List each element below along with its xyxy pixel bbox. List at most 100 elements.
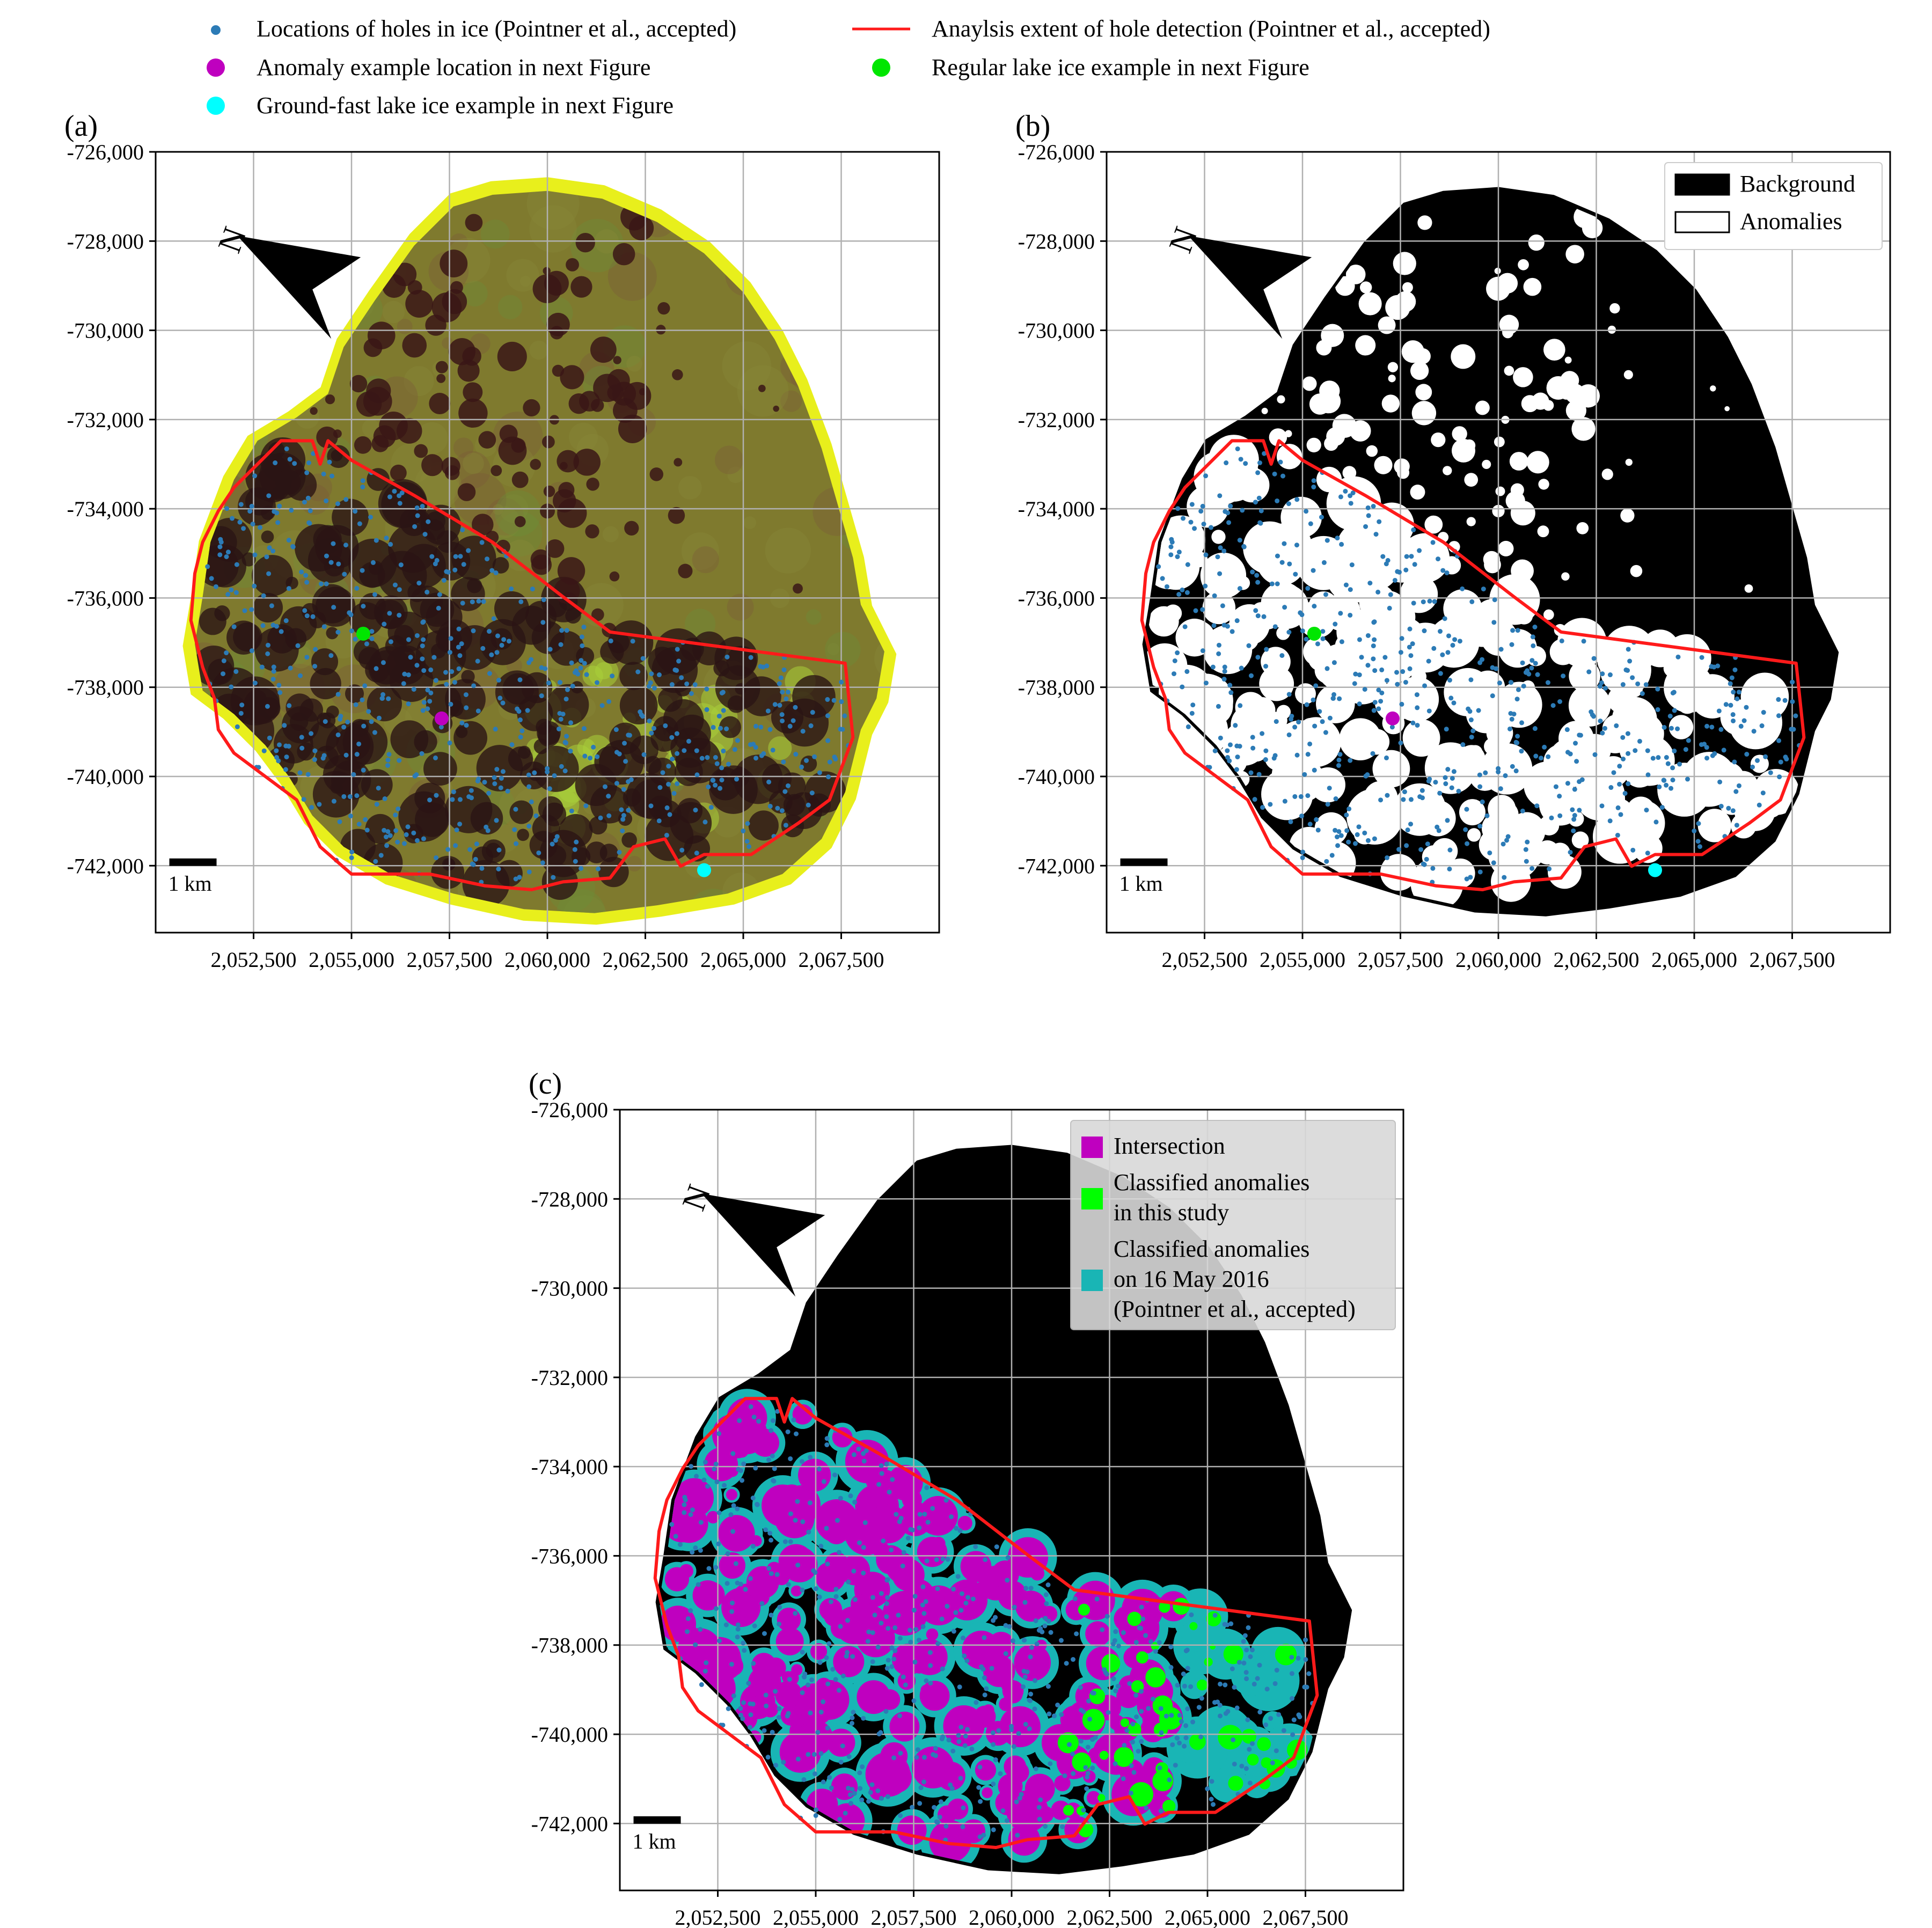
hole-point xyxy=(1633,748,1638,753)
ground-fast-ice-point xyxy=(697,863,711,877)
hole-point xyxy=(1058,1638,1064,1643)
hole-point xyxy=(283,743,289,749)
hole-point xyxy=(657,785,663,790)
hole-point xyxy=(1072,1596,1078,1601)
hole-point xyxy=(730,1529,736,1534)
hole-point xyxy=(716,1431,722,1436)
hole-point xyxy=(1531,643,1536,648)
anomaly-blob xyxy=(1431,838,1458,864)
hole-point xyxy=(1036,1805,1042,1810)
hole-point xyxy=(595,754,600,759)
hole-point xyxy=(1262,451,1267,456)
hole-point xyxy=(694,1474,699,1479)
hole-point xyxy=(993,1615,998,1620)
y-tick-label: -736,000 xyxy=(67,586,144,610)
hole-point xyxy=(1336,829,1342,834)
hole-point xyxy=(1339,541,1344,547)
hole-point xyxy=(763,1692,769,1698)
hole-point xyxy=(870,1630,875,1636)
hole-point xyxy=(287,457,292,462)
hole-point xyxy=(1523,670,1528,675)
hole-point xyxy=(1392,577,1397,583)
texture-patch xyxy=(780,390,802,412)
hole-point xyxy=(1311,697,1316,702)
dark-spot xyxy=(773,405,779,412)
hole-point xyxy=(996,1728,1001,1733)
hole-point xyxy=(1148,1639,1154,1644)
hole-point xyxy=(724,654,730,659)
hole-point xyxy=(449,669,455,675)
texture-patch xyxy=(670,190,722,221)
hole-point xyxy=(1005,1555,1011,1560)
hole-point xyxy=(953,1610,958,1615)
dark-patch xyxy=(648,647,677,676)
dark-spot xyxy=(440,250,468,277)
hole-point xyxy=(1728,681,1733,686)
dark-patch xyxy=(350,719,369,737)
hole-point xyxy=(1250,569,1255,575)
anomaly-blob xyxy=(1300,717,1321,738)
hole-point xyxy=(498,785,503,790)
legend-swatch xyxy=(1081,1270,1103,1291)
hole-point xyxy=(1617,781,1622,787)
hole-point xyxy=(883,1709,889,1714)
intersection-blob xyxy=(1003,1684,1023,1704)
hole-point xyxy=(1085,1771,1091,1776)
hole-point xyxy=(267,545,272,551)
hole-point xyxy=(728,1512,734,1518)
hole-point xyxy=(664,832,669,838)
dark-patch xyxy=(453,721,488,755)
hole-point xyxy=(1565,781,1570,786)
hole-point xyxy=(924,1558,930,1564)
hole-point xyxy=(740,1478,745,1483)
hole-point xyxy=(385,757,391,763)
hole-point xyxy=(1750,764,1755,769)
hole-point xyxy=(539,665,544,670)
hole-point xyxy=(458,554,463,559)
hole-point xyxy=(781,667,787,672)
hole-point xyxy=(1371,620,1377,625)
hole-point xyxy=(775,805,780,811)
hole-point xyxy=(1090,1737,1095,1742)
hole-point xyxy=(1617,764,1622,769)
hole-point xyxy=(884,1614,889,1619)
texture-patch xyxy=(569,422,598,452)
hole-point xyxy=(887,1490,892,1495)
hole-point xyxy=(422,532,428,537)
hole-point xyxy=(518,735,523,740)
hole-point xyxy=(957,1528,963,1534)
hole-point xyxy=(460,600,465,606)
hole-point xyxy=(1138,1689,1144,1694)
hole-point xyxy=(1223,1711,1228,1716)
hole-point xyxy=(1445,650,1451,655)
legend-label: Classified anomalies xyxy=(1114,1169,1309,1196)
legend-label: Intersection xyxy=(1114,1133,1225,1159)
hole-point xyxy=(558,642,564,647)
this-study-blob xyxy=(1136,1651,1148,1664)
hole-point xyxy=(689,691,694,697)
hole-point xyxy=(1305,752,1311,757)
texture-patch xyxy=(497,295,523,320)
anomaly-spot xyxy=(1415,348,1431,364)
hole-point xyxy=(649,730,654,736)
hole-point xyxy=(851,1568,857,1574)
anomaly-spot xyxy=(1261,407,1268,414)
dark-spot xyxy=(649,467,663,481)
hole-point xyxy=(1438,629,1443,634)
hole-point xyxy=(1363,524,1368,529)
hole-point xyxy=(686,738,691,744)
hole-point xyxy=(493,727,498,732)
dark-spot xyxy=(613,356,621,364)
hole-point xyxy=(786,1582,791,1587)
hole-point xyxy=(264,554,269,560)
hole-point xyxy=(1431,646,1437,651)
hole-point xyxy=(738,1712,743,1718)
hole-point xyxy=(1514,740,1520,745)
hole-point xyxy=(742,1648,747,1653)
hole-point xyxy=(1338,611,1343,616)
hole-point xyxy=(401,681,406,686)
hole-point xyxy=(1607,672,1613,678)
hole-point xyxy=(1029,1645,1034,1650)
hole-point xyxy=(1211,623,1217,628)
hole-point xyxy=(1256,772,1262,777)
